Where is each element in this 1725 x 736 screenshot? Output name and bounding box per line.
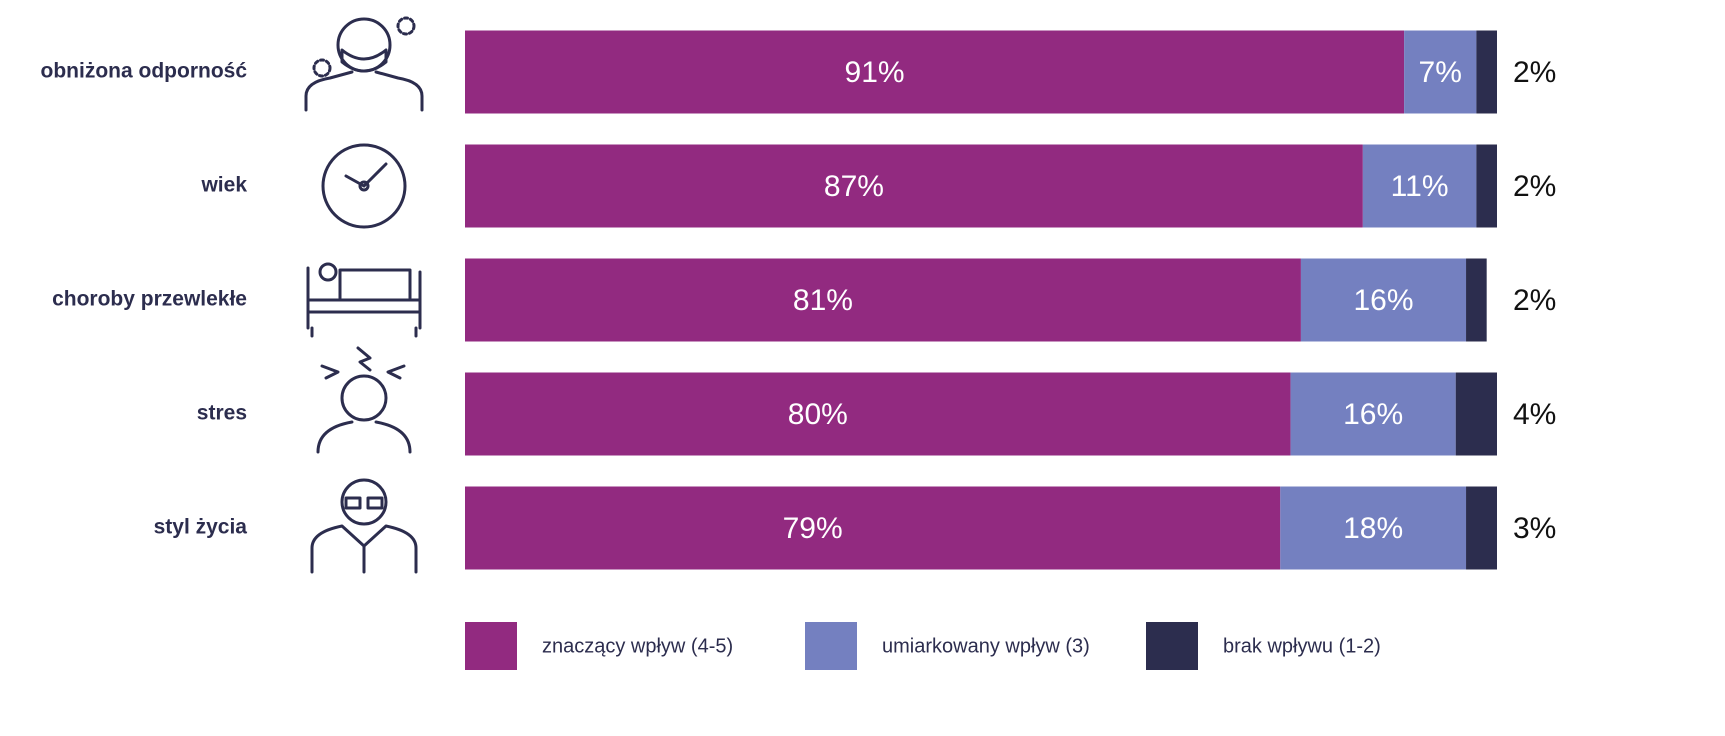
legend-label: brak wpływu (1-2) [1223, 635, 1381, 657]
icon-clock [321, 143, 407, 229]
category-label: styl życia [154, 516, 248, 539]
bar-segment [1476, 144, 1497, 228]
icon-lifestyle [310, 478, 418, 574]
value-label: 79% [783, 512, 843, 545]
value-label: 4% [1513, 398, 1556, 431]
value-label: 3% [1513, 512, 1556, 545]
icon-stress [316, 346, 412, 454]
bar-segment [1280, 486, 1467, 570]
icons [304, 16, 424, 574]
value-label: 7% [1419, 56, 1462, 89]
icon-immunity [304, 16, 424, 112]
bar-segment [1362, 144, 1477, 228]
value-label: 16% [1343, 398, 1403, 431]
value-label: 11% [1391, 170, 1449, 203]
value-label: 81% [793, 284, 853, 317]
bar-segment [1466, 258, 1487, 342]
bar-segment [1476, 30, 1497, 114]
bar-segment [465, 30, 1405, 114]
category-label: obniżona odporność [41, 60, 248, 83]
bar-segment [465, 372, 1291, 456]
value-label: 18% [1343, 512, 1403, 545]
category-label: choroby przewlekłe [52, 288, 247, 311]
icon-bed [306, 262, 422, 338]
category-label: wiek [200, 174, 247, 197]
value-label: 80% [788, 398, 848, 431]
legend-label: umiarkowany wpływ (3) [882, 635, 1090, 657]
value-label: 2% [1513, 170, 1556, 203]
bar-segment [1290, 372, 1456, 456]
bar-segment [1300, 258, 1467, 342]
value-label: 2% [1513, 56, 1556, 89]
category-label: stres [197, 402, 247, 425]
value-label: 2% [1513, 284, 1556, 317]
bar-segment [465, 258, 1301, 342]
value-label: 16% [1353, 284, 1413, 317]
bar-segment [1455, 372, 1497, 456]
value-label: 87% [824, 170, 884, 203]
legend-swatch [465, 622, 517, 670]
bar-segment [1404, 30, 1477, 114]
bar-segment [465, 486, 1281, 570]
legend-label: znaczący wpływ (4-5) [542, 635, 733, 657]
bar-segment [465, 144, 1363, 228]
bar-segment [1466, 486, 1497, 570]
value-label: 91% [845, 56, 905, 89]
legend-swatch [805, 622, 857, 670]
legend-swatch [1146, 622, 1198, 670]
